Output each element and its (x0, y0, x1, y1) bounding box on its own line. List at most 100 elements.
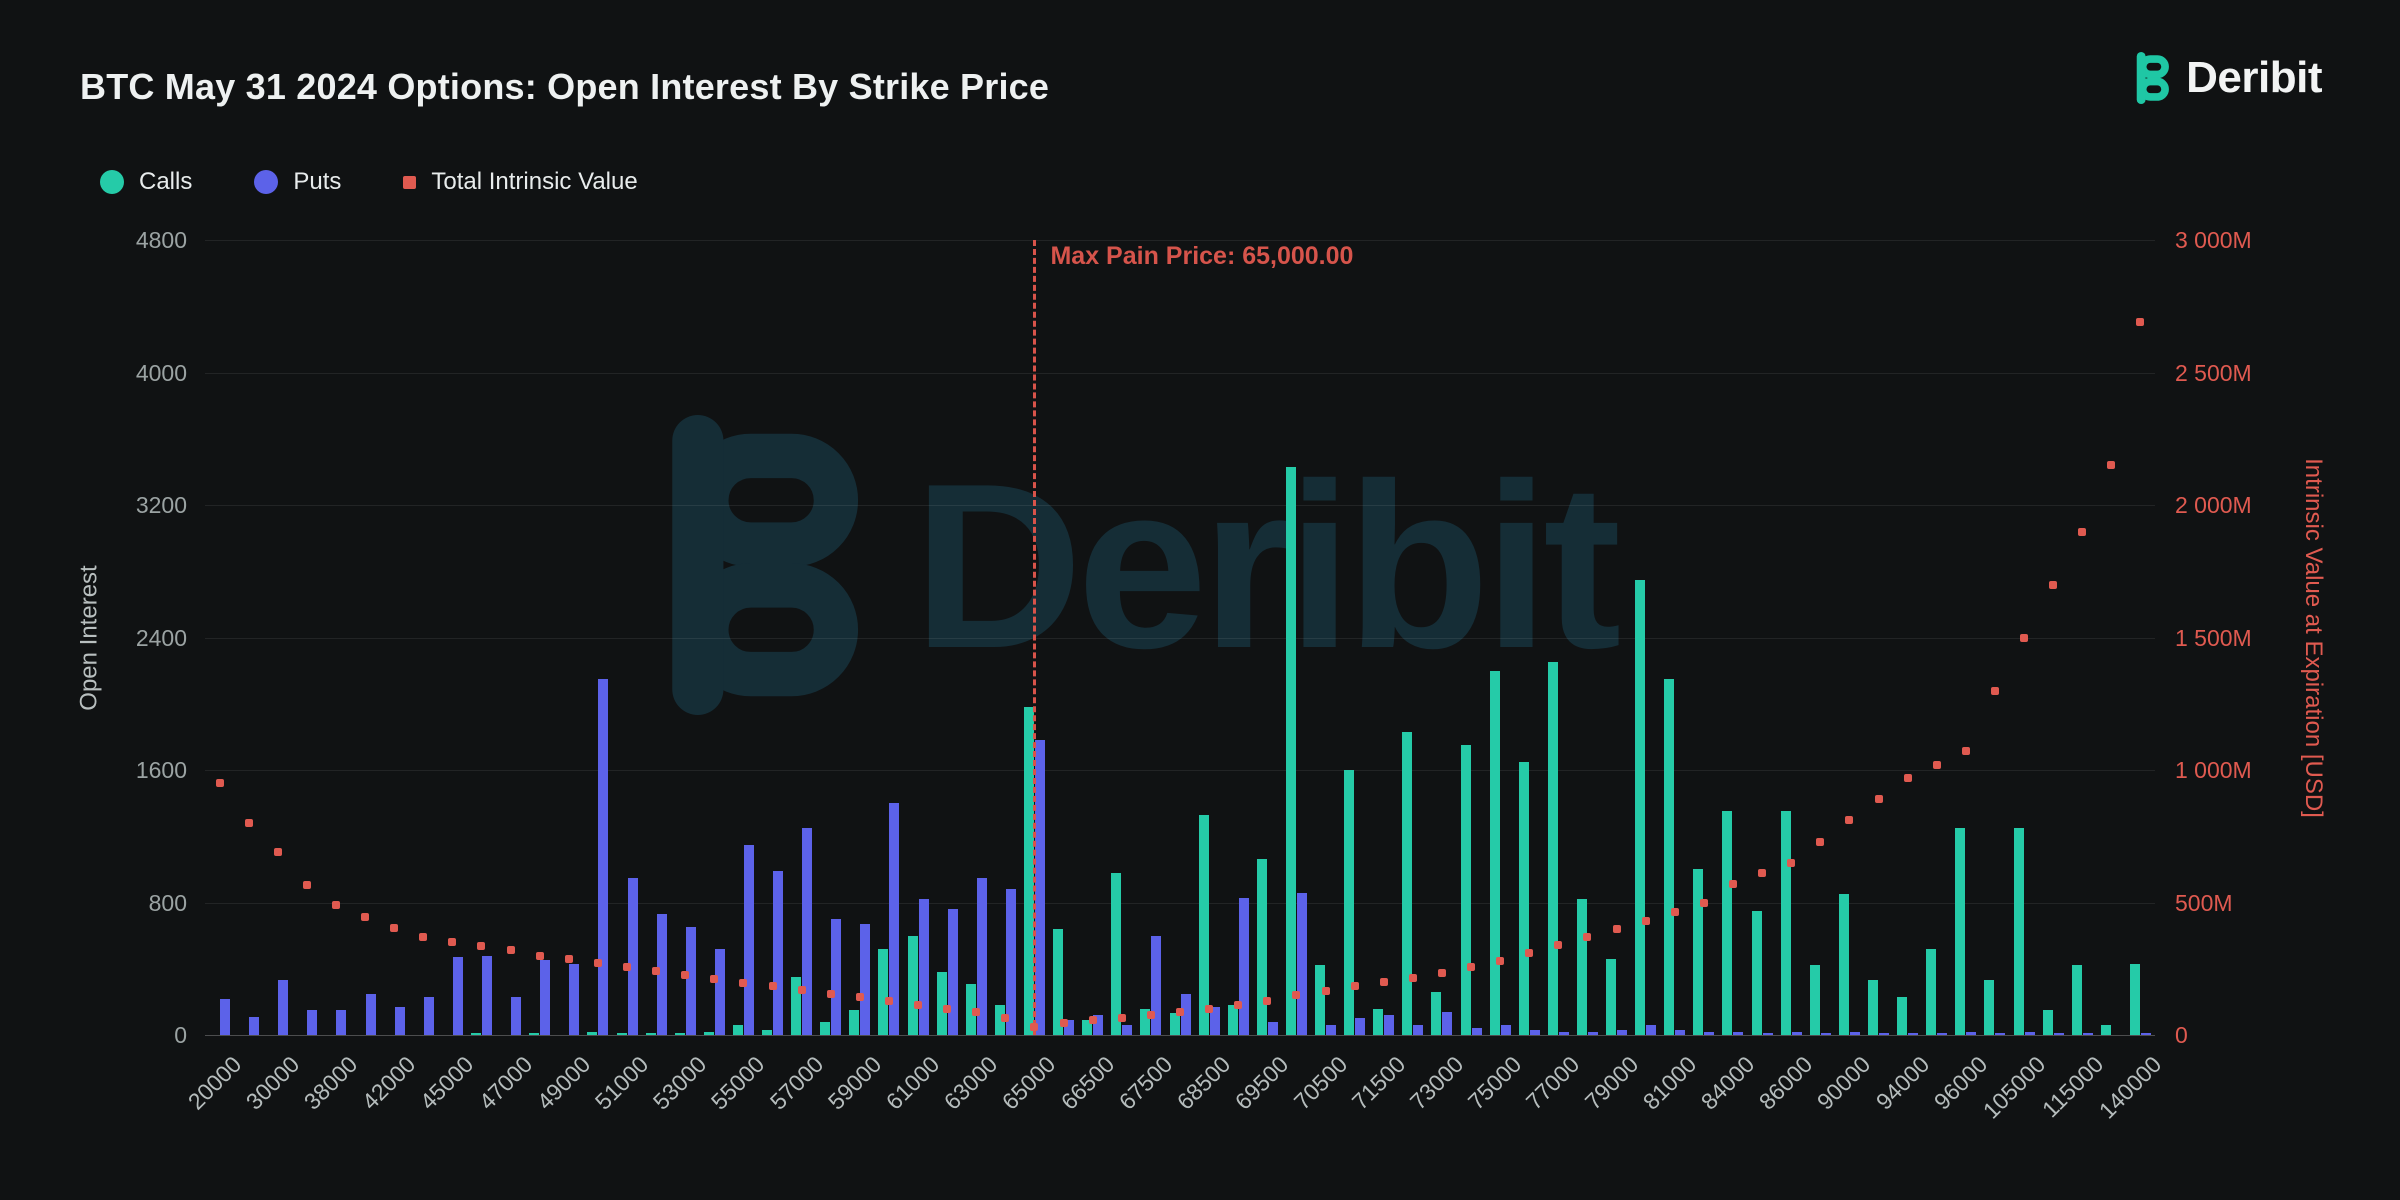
right-axis-tick-2000M: 2 000M (2175, 492, 2252, 518)
legend-label-puts: Puts (293, 168, 342, 195)
put-bar-44000 (423, 996, 434, 1035)
call-bar-88000 (1809, 965, 1820, 1035)
watermark-text: Deribit (913, 433, 1621, 697)
call-bar-69000 (1227, 1005, 1238, 1035)
puts-marker-icon (254, 170, 279, 194)
put-bar-73000 (1442, 1011, 1453, 1035)
intrinsic-dot-120000 (2107, 461, 2116, 470)
intrinsic-dot-69500 (1263, 996, 1272, 1005)
put-bar-77000 (1558, 1031, 1569, 1035)
intrinsic-dot-56000 (768, 981, 777, 990)
intrinsic-dot-140000 (2136, 318, 2145, 327)
call-bar-72000 (1402, 731, 1413, 1035)
intrinsic-dot-77000 (1554, 940, 1563, 949)
call-bar-82000 (1693, 869, 1704, 1035)
left-axis-tick-2400: 2400 (135, 624, 187, 651)
call-bar-105000 (2013, 827, 2024, 1035)
x-axis-tick-90000: 90000 (1812, 1051, 1876, 1115)
call-bar-69500 (1256, 859, 1267, 1035)
call-bar-61000 (907, 935, 918, 1035)
call-bar-70500 (1315, 965, 1326, 1035)
legend-item-calls[interactable]: Calls (100, 168, 192, 196)
put-bar-84000 (1733, 1031, 1744, 1035)
intrinsic-dot-71500 (1379, 978, 1388, 986)
x-axis-tick-61000: 61000 (880, 1051, 945, 1115)
put-bar-51000 (627, 877, 638, 1035)
call-bar-80000 (1635, 579, 1646, 1035)
put-bar-140000 (2140, 1033, 2151, 1035)
intrinsic-dot-50000 (593, 959, 602, 968)
x-axis-tick-49000: 49000 (531, 1051, 596, 1115)
call-bar-67500 (1140, 1008, 1151, 1035)
intrinsic-dot-63000 (972, 1008, 981, 1017)
x-axis-tick-30000: 30000 (240, 1051, 305, 1115)
put-bar-85000 (1762, 1033, 1773, 1035)
call-bar-86000 (1780, 811, 1791, 1035)
put-bar-30000 (278, 980, 289, 1035)
put-bar-69000 (1238, 897, 1249, 1035)
legend-item-puts[interactable]: Puts (254, 168, 341, 196)
intrinsic-dot-30000 (273, 848, 282, 857)
intrinsic-dot-67000 (1117, 1013, 1126, 1022)
intrinsic-dot-80000 (1641, 917, 1650, 926)
put-bar-25000 (249, 1016, 260, 1035)
left-axis-tick-4000: 4000 (135, 359, 187, 386)
put-bar-38000 (336, 1010, 347, 1035)
call-bar-64000 (994, 1005, 1005, 1035)
gridline-1600 (205, 770, 2155, 771)
call-bar-90000 (1838, 894, 1849, 1035)
call-bar-85000 (1751, 910, 1762, 1035)
call-bar-70000 (1285, 466, 1296, 1035)
watermark: Deribit (645, 415, 1621, 715)
put-bar-81000 (1675, 1030, 1686, 1035)
intrinsic-dot-55000 (739, 979, 748, 988)
put-bar-64000 (1005, 889, 1016, 1035)
put-bar-95000 (1937, 1033, 1948, 1035)
call-bar-63000 (965, 983, 976, 1035)
left-axis-tick-1600: 1600 (135, 757, 187, 783)
intrinsic-dot-75000 (1496, 956, 1505, 965)
put-bar-56000 (773, 871, 784, 1035)
put-bar-48000 (540, 960, 551, 1035)
call-bar-65000 (1023, 707, 1034, 1035)
put-bar-94000 (1908, 1033, 1919, 1035)
put-bar-66000 (1064, 1020, 1075, 1035)
call-bar-68000 (1169, 1013, 1180, 1035)
put-bar-50000 (598, 678, 609, 1035)
put-bar-62000 (947, 909, 958, 1035)
put-bar-75000 (1500, 1025, 1511, 1035)
intrinsic-dot-82000 (1699, 898, 1708, 907)
intrinsic-dot-95000 (1932, 760, 1941, 769)
call-bar-74000 (1460, 745, 1471, 1035)
intrinsic-dot-79000 (1612, 925, 1621, 933)
call-bar-79000 (1606, 958, 1617, 1035)
intrinsic-dot-58000 (826, 989, 835, 998)
put-bar-57000 (802, 827, 813, 1035)
x-axis-tick-63000: 63000 (939, 1051, 1003, 1115)
intrinsic-dot-51000 (623, 963, 631, 972)
x-axis-tick-67500: 67500 (1113, 1051, 1178, 1115)
x-axis-tick-81000: 81000 (1637, 1051, 1702, 1115)
call-bar-120000 (2100, 1025, 2111, 1035)
intrinsic-dot-53000 (681, 971, 690, 980)
calls-marker-icon (100, 170, 124, 194)
x-axis-tick-53000: 53000 (647, 1051, 712, 1115)
intrinsic-dot-74000 (1467, 963, 1476, 972)
x-axis-tick-69500: 69500 (1230, 1051, 1294, 1115)
intrinsic-dot-65000 (1030, 1023, 1039, 1032)
call-bar-94000 (1897, 996, 1908, 1035)
intrinsic-dot-90000 (1845, 816, 1854, 825)
intrinsic-dot-76000 (1525, 948, 1534, 957)
put-bar-76000 (1529, 1030, 1540, 1035)
put-bar-63000 (976, 877, 987, 1035)
right-axis-tick-500M: 500M (2175, 889, 2233, 916)
x-axis-tick-57000: 57000 (764, 1051, 829, 1115)
intrinsic-dot-57000 (797, 985, 806, 994)
put-bar-52000 (656, 914, 667, 1035)
put-bar-68000 (1180, 993, 1191, 1035)
intrinsic-dot-69000 (1234, 1000, 1243, 1009)
intrinsic-dot-85000 (1758, 869, 1767, 878)
legend-item-intrinsic[interactable]: Total Intrinsic Value (403, 168, 638, 196)
put-bar-35000 (307, 1010, 318, 1035)
intrinsic-dot-86000 (1787, 858, 1796, 867)
